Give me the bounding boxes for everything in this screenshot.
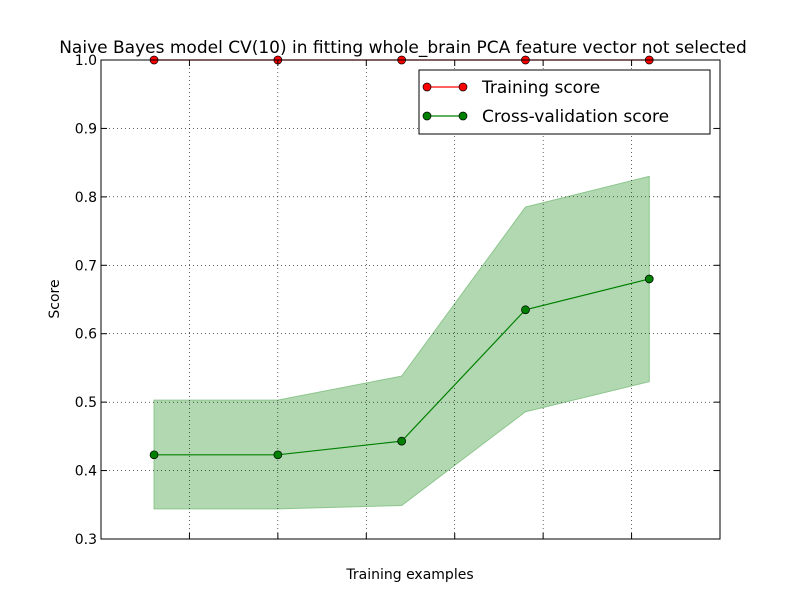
legend-marker	[422, 82, 432, 92]
confidence-bands	[153, 175, 650, 510]
chart-title: Naive Bayes model CV(10) in fitting whol…	[59, 38, 747, 58]
y-tick-label: 1.0	[75, 53, 97, 69]
data-point	[644, 274, 654, 284]
legend-label: Training score	[481, 78, 600, 98]
y-tick-label: 0.3	[75, 532, 97, 548]
legend-marker	[458, 82, 468, 92]
y-tick-label: 0.7	[75, 258, 97, 274]
data-point	[149, 450, 159, 460]
y-tick-label: 0.9	[75, 121, 97, 137]
legend: Training score Cross-validation score	[418, 69, 711, 135]
y-tick-label: 0.4	[75, 464, 97, 480]
legend-box	[418, 69, 711, 135]
confidence-band-1	[153, 175, 650, 510]
tick-labels: 0.3 0.4 0.5 0.6 0.7 0.8 0.9 1.0	[75, 53, 97, 548]
y-tick-label: 0.6	[75, 327, 97, 343]
axes-frame	[100, 59, 721, 540]
ticks	[101, 59, 721, 540]
legend-marker	[422, 111, 432, 121]
y-tick-label: 0.5	[75, 395, 97, 411]
data-point	[521, 305, 530, 315]
x-axis-label: Training examples	[345, 567, 473, 583]
data-point	[273, 450, 283, 460]
y-axis-label: Score	[47, 279, 63, 318]
legend-marker	[458, 111, 468, 121]
legend-label: Cross-validation score	[482, 107, 669, 127]
data-point	[397, 436, 407, 446]
y-tick-label: 0.8	[75, 190, 97, 206]
